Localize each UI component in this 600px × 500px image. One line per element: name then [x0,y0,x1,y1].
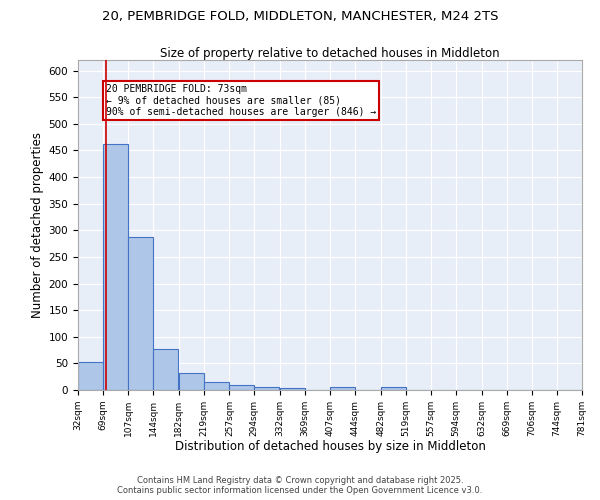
Bar [381,388,406,390]
Text: Contains HM Land Registry data © Crown copyright and database right 2025.
Contai: Contains HM Land Registry data © Crown c… [118,476,482,495]
Bar [103,144,128,390]
Text: 20 PEMBRIDGE FOLD: 73sqm
← 9% of detached houses are smaller (85)
90% of semi-de: 20 PEMBRIDGE FOLD: 73sqm ← 9% of detache… [106,84,377,117]
Bar [229,385,254,390]
Bar [331,388,355,390]
Bar [154,349,178,390]
Bar [78,362,103,390]
Bar [128,237,154,390]
Bar [179,373,204,390]
Bar [254,388,279,390]
X-axis label: Distribution of detached houses by size in Middleton: Distribution of detached houses by size … [175,440,485,454]
Bar [204,382,229,390]
Title: Size of property relative to detached houses in Middleton: Size of property relative to detached ho… [160,47,500,60]
Bar [280,388,305,390]
Y-axis label: Number of detached properties: Number of detached properties [31,132,44,318]
Text: 20, PEMBRIDGE FOLD, MIDDLETON, MANCHESTER, M24 2TS: 20, PEMBRIDGE FOLD, MIDDLETON, MANCHESTE… [102,10,498,23]
